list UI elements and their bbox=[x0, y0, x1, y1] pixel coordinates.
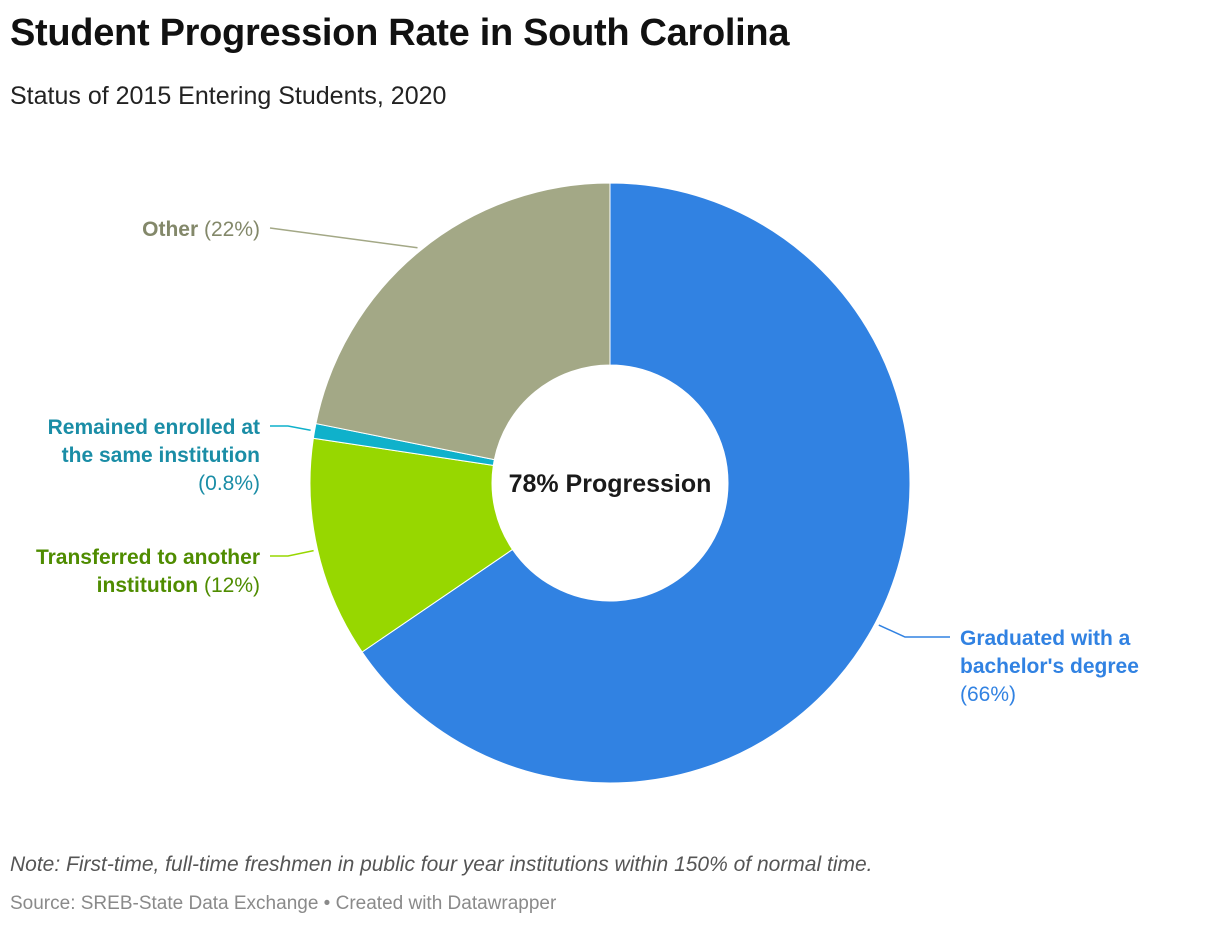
chart-subtitle: Status of 2015 Entering Students, 2020 bbox=[10, 82, 447, 110]
slice-0 bbox=[361, 182, 911, 784]
slice-label-value: (0.8%) bbox=[198, 472, 260, 495]
chart-title: Student Progression Rate in South Caroli… bbox=[10, 12, 790, 54]
slice-label-value: (66%) bbox=[960, 683, 1016, 706]
slice-label-name: the same institution bbox=[62, 444, 260, 467]
slice-label-name: Remained enrolled at bbox=[48, 416, 260, 439]
slice-label-line: Transferred to another bbox=[36, 546, 260, 569]
source-separator: • bbox=[323, 893, 331, 914]
donut-chart: 78% Progression Graduated with a bachelor'… bbox=[36, 182, 1139, 784]
slice-label-1: Transferred to another institution (12%) bbox=[36, 546, 260, 597]
slice-label-value: (12%) bbox=[198, 574, 260, 597]
slice-label-name: bachelor's degree bbox=[960, 655, 1139, 678]
slice-label-name: Graduated with a bbox=[960, 627, 1131, 650]
slice-label-line: institution (12%) bbox=[97, 574, 260, 597]
slice-label-text: Other (22%) bbox=[142, 218, 260, 241]
slice-label-line: Remained enrolled at bbox=[48, 416, 260, 439]
connector-line-1 bbox=[270, 549, 314, 557]
slice-3 bbox=[315, 182, 611, 461]
slice-label-line: the same institution bbox=[62, 444, 260, 467]
source-text: Source: SREB-State Data Exchange bbox=[10, 893, 319, 914]
slice-label-line: bachelor's degree bbox=[960, 655, 1139, 678]
slice-label-name: institution bbox=[97, 574, 198, 597]
slice-label-value: (22%) bbox=[198, 218, 260, 241]
slice-label-name: Transferred to another bbox=[36, 546, 260, 569]
slice-label-line: Graduated with a bbox=[960, 627, 1131, 650]
slice-1 bbox=[309, 437, 514, 653]
connector-line-0 bbox=[878, 624, 950, 638]
slice-label-name: Other bbox=[142, 218, 198, 241]
chart-source-line: Source: SREB-State Data Exchange • Creat… bbox=[10, 893, 556, 915]
slice-label-2: Remained enrolled at the same institution… bbox=[48, 416, 260, 495]
connector-line-2 bbox=[270, 425, 311, 431]
center-label: 78% Progression bbox=[509, 470, 712, 498]
slice-label-0: Graduated with a bachelor's degree (66%) bbox=[960, 627, 1139, 706]
credit-text: Created with Datawrapper bbox=[335, 893, 557, 914]
connector-line-3 bbox=[269, 227, 418, 249]
chart-note: Note: First-time, full-time freshmen in … bbox=[10, 853, 873, 876]
slice-label-3: Other (22%) bbox=[142, 218, 260, 241]
